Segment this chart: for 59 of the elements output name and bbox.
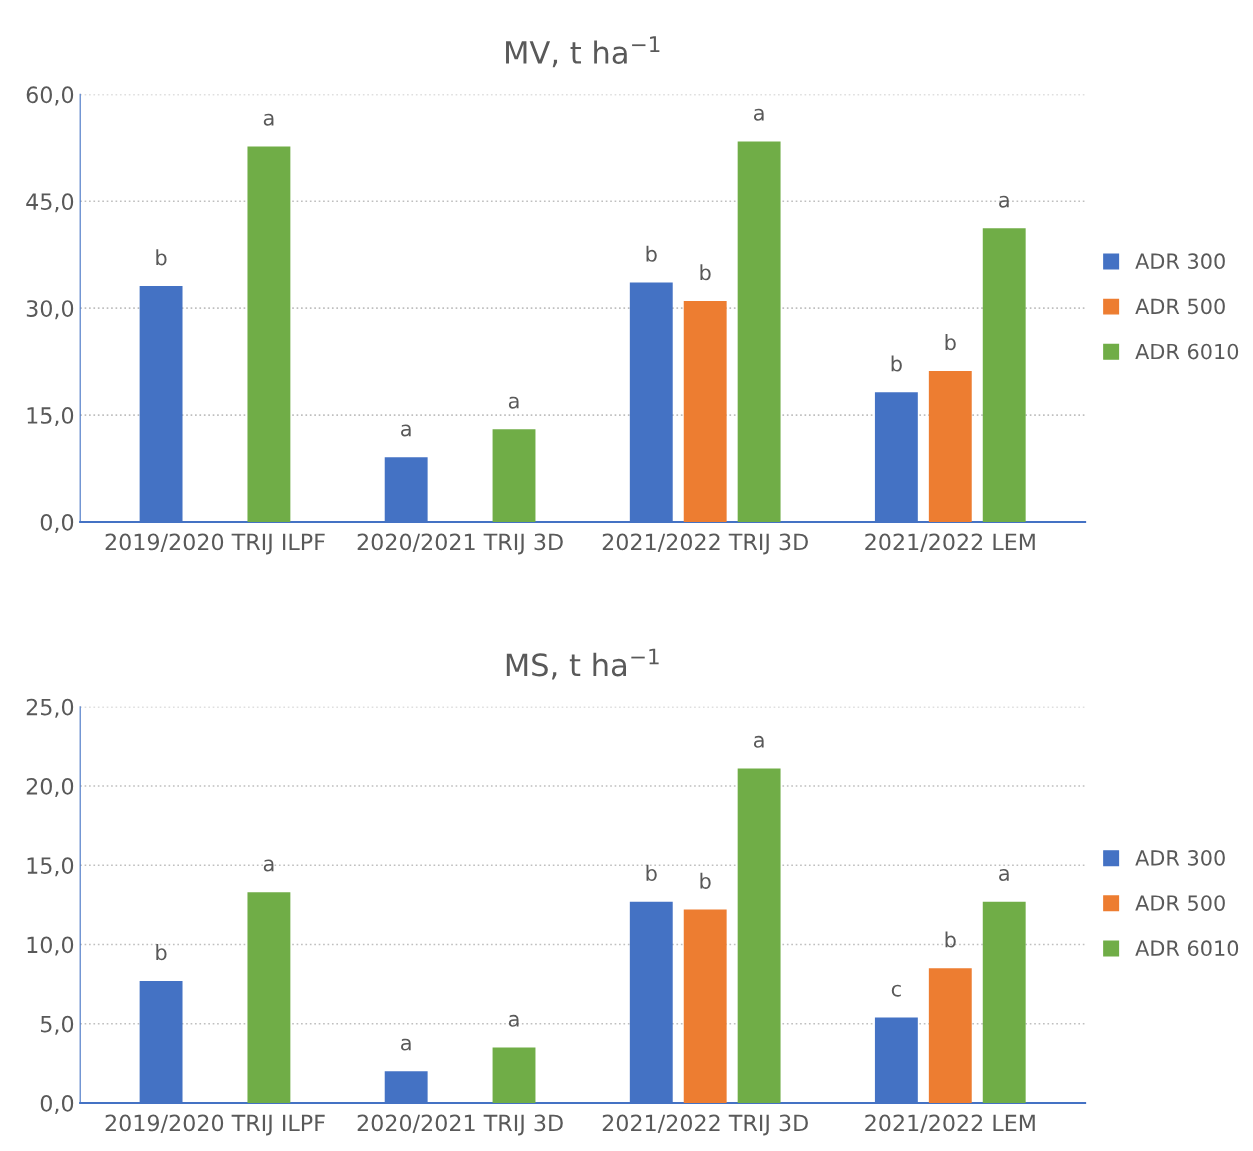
- y-tick-label: 0,0: [40, 1094, 74, 1115]
- x-tick-label: 2019/2020 TRIJ ILPF: [105, 533, 325, 555]
- data-label: b: [891, 355, 902, 372]
- data-label: a: [753, 108, 764, 121]
- bar: [247, 892, 291, 1103]
- legend-label: ADR 500: [1135, 298, 1225, 315]
- y-tick-label: 5,0: [41, 1015, 74, 1035]
- legend-label: ADR 6010: [1135, 343, 1239, 360]
- data-label: b: [945, 931, 956, 948]
- bar: [247, 146, 291, 522]
- y-tick-label: 60,0: [26, 86, 74, 106]
- data-label: a: [508, 1014, 519, 1027]
- y-tick-label: 10,0: [27, 936, 74, 956]
- x-tick-label: 2021/2022 LEM: [865, 1114, 1035, 1134]
- legend-label: ADR 6010: [1135, 940, 1239, 957]
- bar: [737, 141, 781, 522]
- data-label: b: [945, 334, 956, 351]
- data-label: a: [401, 424, 411, 437]
- data-label: b: [156, 944, 167, 961]
- data-label: a: [999, 869, 1009, 881]
- data-label: a: [508, 396, 519, 409]
- y-tick-label: 25,0: [26, 698, 74, 718]
- data-label: b: [156, 249, 167, 266]
- bar: [737, 768, 781, 1103]
- data-label: a: [999, 195, 1009, 208]
- chart-title: MS, t ha$^{−1}$: [506, 648, 659, 680]
- data-label: a: [263, 113, 274, 126]
- data-label: b: [646, 864, 657, 881]
- legend-label: ADR 300: [1135, 849, 1225, 866]
- y-tick-label: 30,0: [26, 300, 74, 320]
- bar: [492, 1047, 536, 1103]
- x-tick-label: 2021/2022 LEM: [865, 533, 1035, 553]
- bar: [492, 429, 536, 522]
- y-tick-label: 0,0: [40, 513, 74, 533]
- x-tick-label: 2020/2021 TRIJ 3D: [357, 1114, 563, 1136]
- x-tick-label: 2019/2020 TRIJ ILPF: [105, 1114, 325, 1136]
- x-tick-label: 2021/2022 TRIJ 3D: [602, 533, 808, 555]
- bar: [683, 301, 727, 522]
- data-label: a: [401, 1038, 411, 1051]
- y-tick-label: 15,0: [27, 857, 74, 877]
- data-label: b: [700, 872, 711, 889]
- bar: [928, 370, 972, 522]
- data-label: c: [891, 984, 901, 997]
- y-tick-label: 45,0: [26, 193, 74, 213]
- bar: [982, 228, 1026, 522]
- x-tick-label: 2020/2021 TRIJ 3D: [357, 533, 563, 555]
- x-tick-label: 2021/2022 TRIJ 3D: [602, 1114, 808, 1136]
- bar: [982, 901, 1026, 1103]
- data-label: a: [753, 735, 764, 748]
- legend-label: ADR 500: [1135, 895, 1225, 911]
- chart-title: MV, t ha$^{−1}$: [506, 36, 660, 68]
- data-label: b: [646, 245, 657, 262]
- y-tick-label: 20,0: [26, 777, 74, 797]
- bar: [928, 968, 972, 1103]
- bar: [683, 909, 727, 1103]
- y-tick-label: 15,0: [27, 407, 74, 427]
- legend-label: ADR 300: [1135, 253, 1225, 270]
- data-label: b: [700, 264, 711, 281]
- data-label: a: [263, 859, 274, 872]
